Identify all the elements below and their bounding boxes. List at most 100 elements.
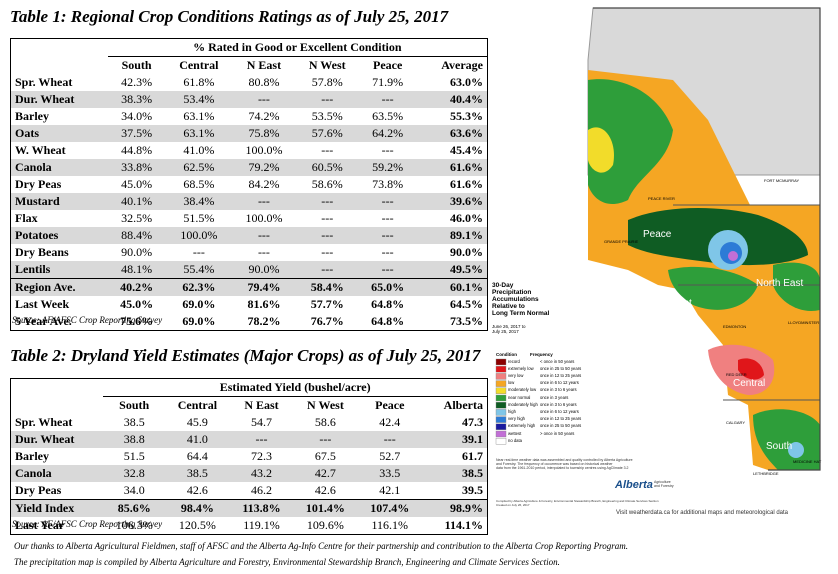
table-cell: 58.4% [295,278,359,296]
table-cell: 74.2% [248,109,280,123]
column-header-average: Average [441,58,483,72]
legend-swatch-low [495,380,507,387]
table-cell: 63.0% [450,75,483,89]
table-cell: 32.5% [121,211,153,225]
table-cell: 120.5% [178,518,216,532]
table-cell: 39.1 [421,431,488,448]
table-cell: --- [295,261,359,279]
table-cell: 45.0% [120,297,154,311]
table-cell: 64.5% [450,297,483,311]
table-cell: 116.1% [371,518,409,532]
legend-condition-label: very low [508,372,524,378]
map-methodology-note: Near real-time weather data was assemble… [496,458,633,470]
wet-area-wettest [728,251,738,261]
table-cell: 42.3% [121,75,153,89]
row-label: Dry Peas [15,177,62,191]
table-cell: 53.5% [311,109,343,123]
table-cell: 109.6% [306,518,344,532]
table-cell: 42.1 [379,483,401,497]
table-cell: 45.9 [186,415,208,429]
logo-sub-line: Agriculture [654,480,671,484]
town-red-deer: RED DEER [726,372,747,377]
table-cell: 41.0 [165,431,230,448]
row-label: Potatoes [10,227,108,244]
map-title-line: Accumulations [492,296,539,303]
table-cell: --- [321,211,334,225]
table-cell: --- [358,261,417,279]
region-label-north-east: North East [756,278,804,289]
table-row: Spr. Wheat 42.3% 61.8% 80.8% 57.8% 71.9% 63.0% [11,74,488,91]
table-cell: 100.0% [245,143,283,157]
table-cell: --- [293,431,358,448]
table-cell: 107.4% [357,499,422,517]
table-cell: 34.0 [123,483,145,497]
table-cell: --- [229,431,294,448]
row-label: Dur. Wheat [10,431,104,448]
table-cell: --- [232,91,296,108]
table-cell: --- [295,193,359,210]
table-cell: 51.5 [123,449,145,463]
alberta-logo: Alberta [615,479,653,491]
column-header-n-east: N East [244,398,279,412]
table-row: Barley 34.0% 63.1% 74.2% 53.5% 63.5% 55.3% [11,108,488,125]
row-label: Barley [15,109,49,123]
table-cell: 100.0% [245,211,283,225]
table-cell: 72.3 [251,449,273,463]
table-cell: 61.8% [183,75,215,89]
legend-swatch-moderately-high [495,402,507,409]
legend-swatch-near-normal [495,394,507,402]
map-title-line: Precipitation [492,289,532,296]
weatherdata-link[interactable]: Visit weatherdata.ca for additional maps… [616,510,788,516]
legend-condition-label: high [508,408,516,414]
table-cell: 63.5% [372,109,404,123]
table-row: Potatoes 88.4% 100.0% --- --- --- 89.1% [10,227,488,244]
legend-swatch-record [495,358,507,366]
table-cell: --- [295,91,359,108]
table-cell: --- [381,143,394,157]
table-cell: --- [321,245,334,259]
map-date-line: July 25, 2017 [492,329,519,334]
town-lloydminster: LLOYDMINSTER [788,320,820,325]
logo-sub-line: and Forestry [654,484,674,488]
table-cell: 88.4% [107,227,166,244]
table-cell: --- [232,193,296,210]
central-extremely-low-zone [738,358,764,380]
table-cell: 62.3% [165,278,233,296]
column-header-south: South [121,58,152,72]
table1-title: Table 1: Regional Crop Conditions Rating… [10,7,449,26]
table-cell: 69.0% [182,297,216,311]
table-cell: 59.2% [358,159,417,176]
table-row: Last Week 45.0% 69.0% 81.6% 57.7% 64.8% 64.5% [11,296,488,313]
table-row: Dry Peas 34.0 42.6 46.2 42.6 42.1 39.5 [11,482,488,500]
row-label: Last Week [15,297,70,311]
map-footer-line: Created on July 26, 2017 [496,502,530,507]
row-label: Dry Beans [15,245,69,259]
legend-swatch-high [495,409,507,416]
table-row: Spr. Wheat 38.5 45.9 54.7 58.6 42.4 47.3 [11,414,488,431]
map-fine-print-line: and Forestry. The frequency of occurrenc… [496,462,613,466]
table-row: Flax 32.5% 51.5% 100.0% --- --- 46.0% [11,210,488,227]
table-cell: 45.4% [450,143,483,157]
table-cell: 90.0% [232,261,296,279]
region-label-central: Central [733,378,766,389]
table-cell: 69.0% [182,314,216,328]
table-cell: 42.6 [314,483,336,497]
table-cell: 79.4% [232,278,296,296]
legend-swatch-very-high [495,416,507,423]
table-cell: 60.1% [416,278,488,296]
legend-condition-label: wettest [508,430,522,436]
town-edmonton: EDMONTON [723,324,747,329]
table-cell: 33.8% [107,159,166,176]
row-label: Region Ave. [10,278,108,296]
northwest-green-zone [668,266,758,310]
table-cell: 40.4% [416,91,488,108]
table-cell: --- [295,227,359,244]
table-cell: 37.5% [107,125,166,142]
table-cell: 80.8% [248,75,280,89]
table-cell: 65.0% [358,278,417,296]
region-label-peace: Peace [643,229,672,240]
legend-swatch-no-data [495,438,507,445]
table-cell: 81.6% [247,297,281,311]
legend-frequency-label: once in 3 to 6 years [540,387,577,393]
table-row: Oats 37.5% 63.1% 75.8% 57.6% 64.2% 63.6% [10,125,488,142]
